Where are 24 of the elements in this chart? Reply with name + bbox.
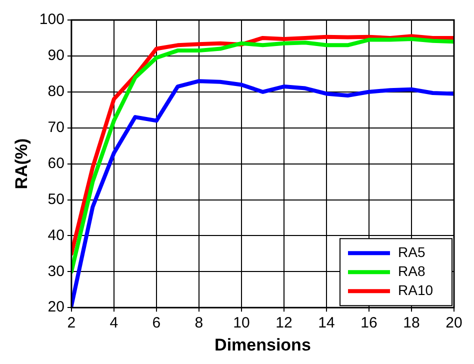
- x-tick-label: 12: [276, 314, 292, 332]
- y-axis-title: RA(%): [12, 138, 31, 190]
- x-tick-label: 20: [446, 314, 462, 332]
- x-tick-label: 14: [318, 314, 335, 332]
- x-tick-label: 18: [403, 314, 420, 332]
- x-tick-label: 16: [360, 314, 378, 332]
- y-tick-label: 20: [48, 298, 64, 316]
- x-tick-label: 4: [110, 314, 118, 332]
- x-axis-title: Dimensions: [214, 335, 311, 354]
- y-tick-label: 30: [48, 262, 64, 280]
- y-tick-label: 100: [39, 11, 64, 28]
- x-tick-label: 2: [67, 314, 76, 332]
- y-tick-label: 60: [48, 154, 64, 172]
- y-tick-label: 90: [48, 47, 64, 64]
- legend-label: RA10: [398, 282, 434, 298]
- y-tick-label: 50: [48, 190, 64, 208]
- legend-label: RA5: [398, 244, 426, 260]
- y-tick-label: 80: [48, 83, 64, 100]
- y-tick-label: 70: [48, 118, 64, 136]
- x-tick-label: 6: [152, 314, 161, 332]
- x-tick-label: 8: [194, 314, 204, 332]
- x-tick-label: 10: [233, 314, 250, 332]
- legend-label: RA8: [398, 262, 426, 279]
- y-tick-label: 40: [48, 226, 64, 244]
